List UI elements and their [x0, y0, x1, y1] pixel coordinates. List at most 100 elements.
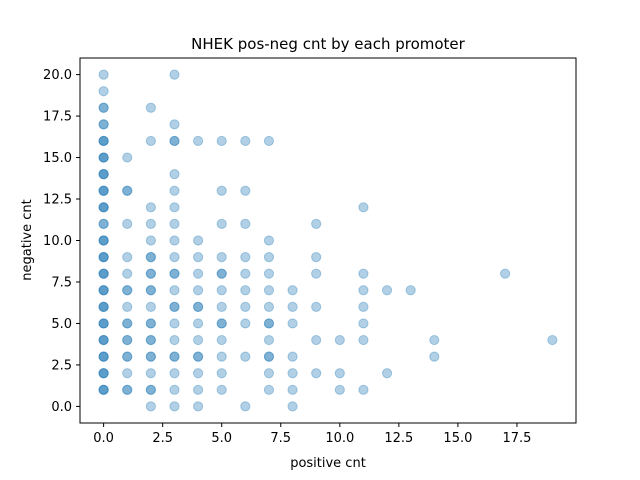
scatter-point: [145, 268, 156, 279]
scatter-point: [98, 135, 109, 147]
y-tick-label: 2.5: [51, 358, 72, 373]
scatter-point: [145, 202, 156, 213]
scatter-point: [240, 135, 251, 147]
x-tick-label: 5.0: [211, 431, 232, 446]
scatter-point: [98, 318, 109, 329]
scatter-point: [169, 301, 180, 312]
scatter-point: [263, 368, 275, 379]
scatter-point: [500, 268, 511, 279]
scatter-point: [122, 185, 133, 196]
scatter-point: [193, 334, 204, 346]
scatter-point: [145, 235, 156, 246]
y-tick-label: 0.0: [51, 400, 72, 415]
scatter-point: [98, 251, 109, 263]
scatter-point: [216, 351, 227, 362]
scatter-point: [98, 268, 109, 279]
scatter-point: [263, 301, 275, 312]
scatter-point: [98, 135, 109, 147]
scatter-point: [145, 384, 156, 395]
scatter-point: [287, 351, 298, 362]
scatter-point: [98, 218, 109, 230]
scatter-point: [122, 152, 133, 163]
scatter-point: [358, 334, 369, 346]
scatter-point: [122, 334, 133, 346]
scatter-point: [98, 69, 109, 80]
scatter-point: [98, 102, 109, 113]
scatter-point: [169, 368, 180, 379]
scatter-point: [122, 251, 133, 263]
scatter-point: [98, 152, 109, 163]
scatter-point: [98, 119, 109, 130]
y-tick-label: 7.5: [51, 275, 72, 290]
scatter-point: [145, 268, 156, 279]
scatter-point: [263, 318, 275, 329]
scatter-point: [98, 351, 109, 362]
scatter-point: [216, 135, 227, 147]
scatter-point: [145, 334, 156, 346]
scatter-point: [98, 251, 109, 263]
points-layer: [98, 69, 558, 412]
scatter-point: [98, 185, 109, 196]
scatter-point: [169, 268, 180, 279]
scatter-point: [287, 384, 298, 395]
scatter-point: [216, 268, 227, 279]
scatter-point: [216, 268, 227, 279]
scatter-point: [169, 135, 180, 147]
scatter-point: [216, 318, 227, 329]
scatter-point: [169, 301, 180, 312]
x-axis: 0.0 2.5 5.0 7.5 10.0 12.5 15.0 17.5: [93, 423, 531, 446]
scatter-point: [216, 368, 227, 379]
scatter-point: [193, 285, 204, 296]
scatter-point: [193, 384, 204, 395]
scatter-point: [263, 334, 275, 346]
scatter-point: [98, 185, 109, 196]
scatter-point: [122, 285, 133, 296]
scatter-point: [381, 285, 393, 296]
scatter-point: [98, 235, 109, 246]
y-tick-label: 5.0: [51, 317, 72, 332]
scatter-point: [98, 268, 109, 279]
scatter-point: [240, 218, 251, 230]
scatter-point: [145, 318, 156, 329]
scatter-point: [193, 268, 204, 279]
scatter-point: [122, 185, 133, 196]
scatter-point: [358, 301, 369, 312]
scatter-point: [240, 318, 251, 329]
scatter-point: [263, 384, 275, 395]
scatter-point: [311, 268, 322, 279]
scatter-point: [311, 368, 322, 379]
scatter-point: [98, 368, 109, 379]
scatter-point: [98, 301, 109, 312]
scatter-point: [145, 251, 156, 263]
scatter-point: [358, 285, 369, 296]
scatter-point: [193, 401, 204, 412]
scatter-point: [311, 251, 322, 263]
scatter-point: [169, 318, 180, 329]
scatter-point: [98, 384, 109, 395]
scatter-point: [193, 368, 204, 379]
x-tick-label: 17.5: [502, 431, 531, 446]
scatter-point: [240, 301, 251, 312]
scatter-point: [145, 334, 156, 346]
x-tick-label: 15.0: [443, 431, 472, 446]
scatter-point: [216, 334, 227, 346]
scatter-point: [193, 235, 204, 246]
scatter-point: [169, 285, 180, 296]
scatter-point: [193, 351, 204, 362]
scatter-point: [98, 169, 109, 180]
scatter-point: [122, 351, 133, 362]
scatter-point: [98, 202, 109, 213]
scatter-point: [98, 218, 109, 230]
scatter-point: [193, 318, 204, 329]
scatter-point: [169, 218, 180, 230]
scatter-point: [216, 218, 227, 230]
scatter-point: [216, 318, 227, 329]
y-axis: 0.0 2.5 5.0 7.5 10.0 12.5 15.0 17.5 20.0: [43, 68, 80, 415]
scatter-point: [98, 334, 109, 346]
scatter-point: [122, 218, 133, 230]
scatter-point: [169, 69, 180, 80]
scatter-point: [311, 218, 322, 230]
scatter-point: [98, 318, 109, 329]
scatter-point: [145, 351, 156, 362]
